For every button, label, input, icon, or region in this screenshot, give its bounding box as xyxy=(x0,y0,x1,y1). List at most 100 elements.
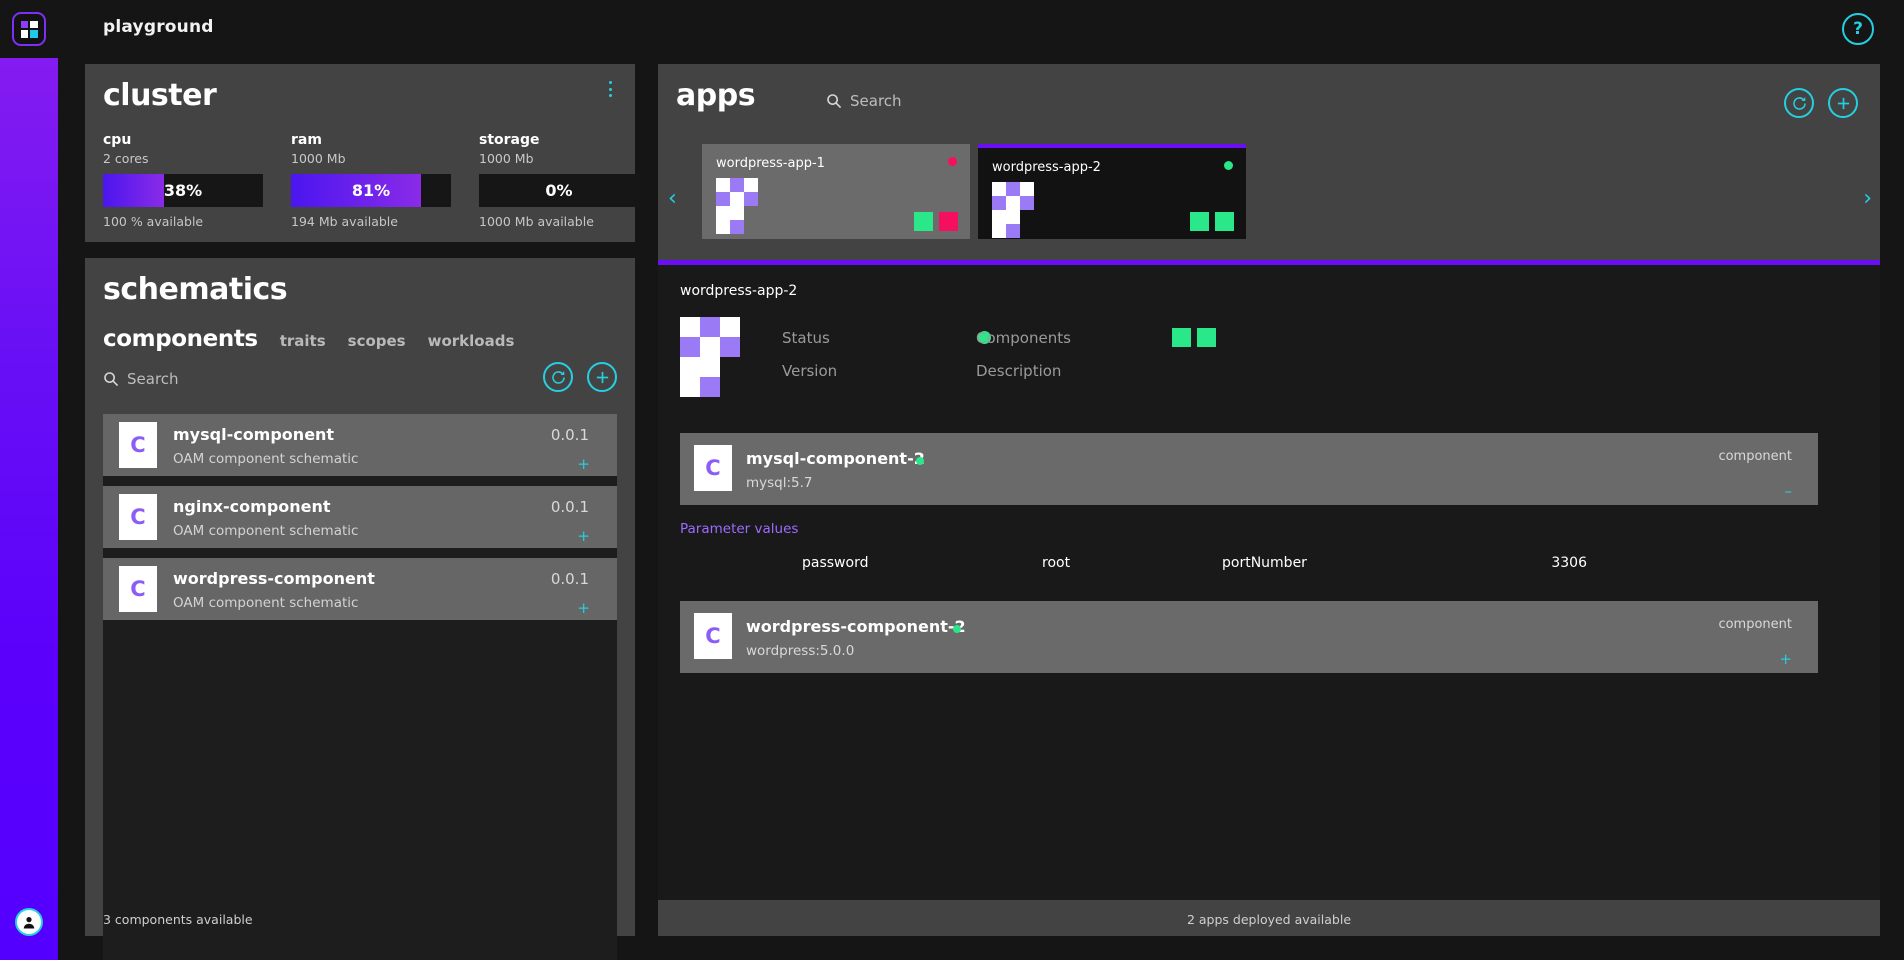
tab-traits[interactable]: traits xyxy=(280,332,326,350)
add-component-button[interactable] xyxy=(587,362,617,392)
component-icon: C xyxy=(119,566,157,612)
component-name: mysql-component xyxy=(173,425,334,444)
components-search-input[interactable] xyxy=(127,370,387,388)
search-icon xyxy=(103,371,119,387)
metric-available: 100 % available xyxy=(103,214,263,229)
component-kind-label: component xyxy=(1718,617,1792,632)
version-label: Version xyxy=(782,362,978,380)
component-icon: C xyxy=(119,422,157,468)
param-key: password xyxy=(802,555,1042,571)
tab-scopes[interactable]: scopes xyxy=(348,332,406,350)
component-chip xyxy=(1172,328,1191,347)
refresh-icon xyxy=(1791,95,1808,112)
status-label: Status xyxy=(782,329,978,347)
component-icon: C xyxy=(119,494,157,540)
refresh-components-button[interactable] xyxy=(543,362,573,392)
component-expand-toggle[interactable]: + xyxy=(1779,652,1792,667)
metric-percent: 38% xyxy=(164,181,202,200)
cluster-panel: cluster cpu2 cores38%100 % availableram1… xyxy=(85,64,635,242)
metric-percent: 81% xyxy=(352,181,390,200)
metric-name: cpu xyxy=(103,132,263,148)
carousel-next-icon[interactable]: › xyxy=(1863,188,1872,210)
apps-search-input[interactable] xyxy=(850,92,1110,110)
apps-search[interactable] xyxy=(826,92,1110,110)
refresh-icon xyxy=(550,369,567,386)
component-name: nginx-component xyxy=(173,497,331,516)
component-name: wordpress-component xyxy=(173,569,375,588)
help-icon[interactable]: ? xyxy=(1842,13,1874,45)
apps-carousel: ‹ › wordpress-app-1 wordpress-app-2 xyxy=(658,144,1880,254)
component-chip xyxy=(1190,212,1209,231)
components-count: 3 components available xyxy=(103,912,253,927)
description-label: Description xyxy=(976,362,1172,380)
metric-storage: storage 1000 Mb 0% 1000 Mb available xyxy=(479,132,639,229)
schematics-footer: 3 components available xyxy=(85,902,635,936)
metric-name: ram xyxy=(291,132,451,148)
metric-ram: ram 1000 Mb 81% 194 Mb available xyxy=(291,132,451,229)
search-icon xyxy=(826,93,842,109)
metric-total: 1000 Mb xyxy=(291,151,451,166)
plus-icon xyxy=(1836,96,1851,111)
app-detail-meta-right: Components Description xyxy=(976,321,1456,387)
apps-footer: 2 apps deployed available xyxy=(658,902,1880,936)
refresh-apps-button[interactable] xyxy=(1784,88,1814,118)
add-to-app-icon[interactable]: + xyxy=(577,529,590,544)
metric-available: 1000 Mb available xyxy=(479,214,639,229)
cluster-metrics: cpu2 cores38%100 % availableram1000 Mb81… xyxy=(103,132,639,229)
cluster-title: cluster xyxy=(103,78,216,113)
app-thumbnail xyxy=(716,178,760,224)
component-description: OAM component schematic xyxy=(173,451,358,467)
schematics-panel: schematics components traits scopes workloa… xyxy=(85,258,635,936)
list-item[interactable]: Cnginx-componentOAM component schematic0… xyxy=(103,486,617,548)
schematics-title: schematics xyxy=(103,272,287,307)
app-card[interactable]: wordpress-app-2 xyxy=(978,144,1246,239)
list-item[interactable]: Cwordpress-component OAM component schema… xyxy=(103,558,617,620)
list-item[interactable]: Cmysql-component OAM component schematic 0… xyxy=(103,414,617,476)
add-to-app-icon[interactable]: + xyxy=(577,457,590,472)
param-value: root xyxy=(1042,555,1222,571)
components-search[interactable] xyxy=(103,370,387,388)
metric-bar: 81% xyxy=(291,174,451,207)
app-component-card[interactable]: Cwordpress-component-2wordpress:5.0.0com… xyxy=(680,601,1818,673)
schematics-tabs: components traits scopes workloads xyxy=(103,326,514,352)
component-name: wordpress-component-2 xyxy=(746,617,966,636)
apps-actions xyxy=(1784,88,1858,118)
tab-components[interactable]: components xyxy=(103,326,258,352)
schematics-actions xyxy=(543,362,617,392)
metric-total: 1000 Mb xyxy=(479,151,639,166)
add-to-app-icon[interactable]: + xyxy=(577,601,590,616)
component-image: wordpress:5.0.0 xyxy=(746,643,854,659)
component-expand-toggle[interactable]: – xyxy=(1785,484,1793,499)
param-key: portNumber xyxy=(1222,555,1467,571)
app-detail-thumbnail xyxy=(680,317,742,382)
component-icon: C xyxy=(694,445,732,491)
component-description: OAM component schematic xyxy=(173,595,358,611)
metric-name: storage xyxy=(479,132,639,148)
app-card[interactable]: wordpress-app-1 xyxy=(702,144,970,239)
app-component-card[interactable]: Cmysql-component-2mysql:5.7component– xyxy=(680,433,1818,505)
component-version: 0.0.1 xyxy=(551,426,589,444)
metric-available: 194 Mb available xyxy=(291,214,451,229)
add-app-button[interactable] xyxy=(1828,88,1858,118)
carousel-prev-icon[interactable]: ‹ xyxy=(668,188,677,210)
metric-bar: 0% xyxy=(479,174,639,207)
kebab-menu-icon[interactable] xyxy=(601,78,619,100)
component-chip xyxy=(914,212,933,231)
param-value: 3306 xyxy=(1467,555,1587,571)
person-icon xyxy=(22,915,36,929)
app-status-badge xyxy=(1224,161,1233,170)
left-rail xyxy=(0,0,58,960)
component-chip xyxy=(939,212,958,231)
logo-glyph-icon xyxy=(21,21,38,38)
metric-percent: 0% xyxy=(545,181,572,200)
component-chip xyxy=(1215,212,1234,231)
user-avatar[interactable] xyxy=(15,908,43,936)
components-chips xyxy=(1172,328,1216,347)
components-label: Components xyxy=(976,329,1172,347)
app-card-name: wordpress-app-2 xyxy=(992,160,1101,175)
app-detail-name: wordpress-app-2 xyxy=(680,283,797,299)
apps-count: 2 apps deployed available xyxy=(1187,912,1351,927)
app-logo[interactable] xyxy=(12,12,46,46)
tab-workloads[interactable]: workloads xyxy=(428,332,515,350)
metric-cpu: cpu2 cores38%100 % available xyxy=(103,132,263,229)
